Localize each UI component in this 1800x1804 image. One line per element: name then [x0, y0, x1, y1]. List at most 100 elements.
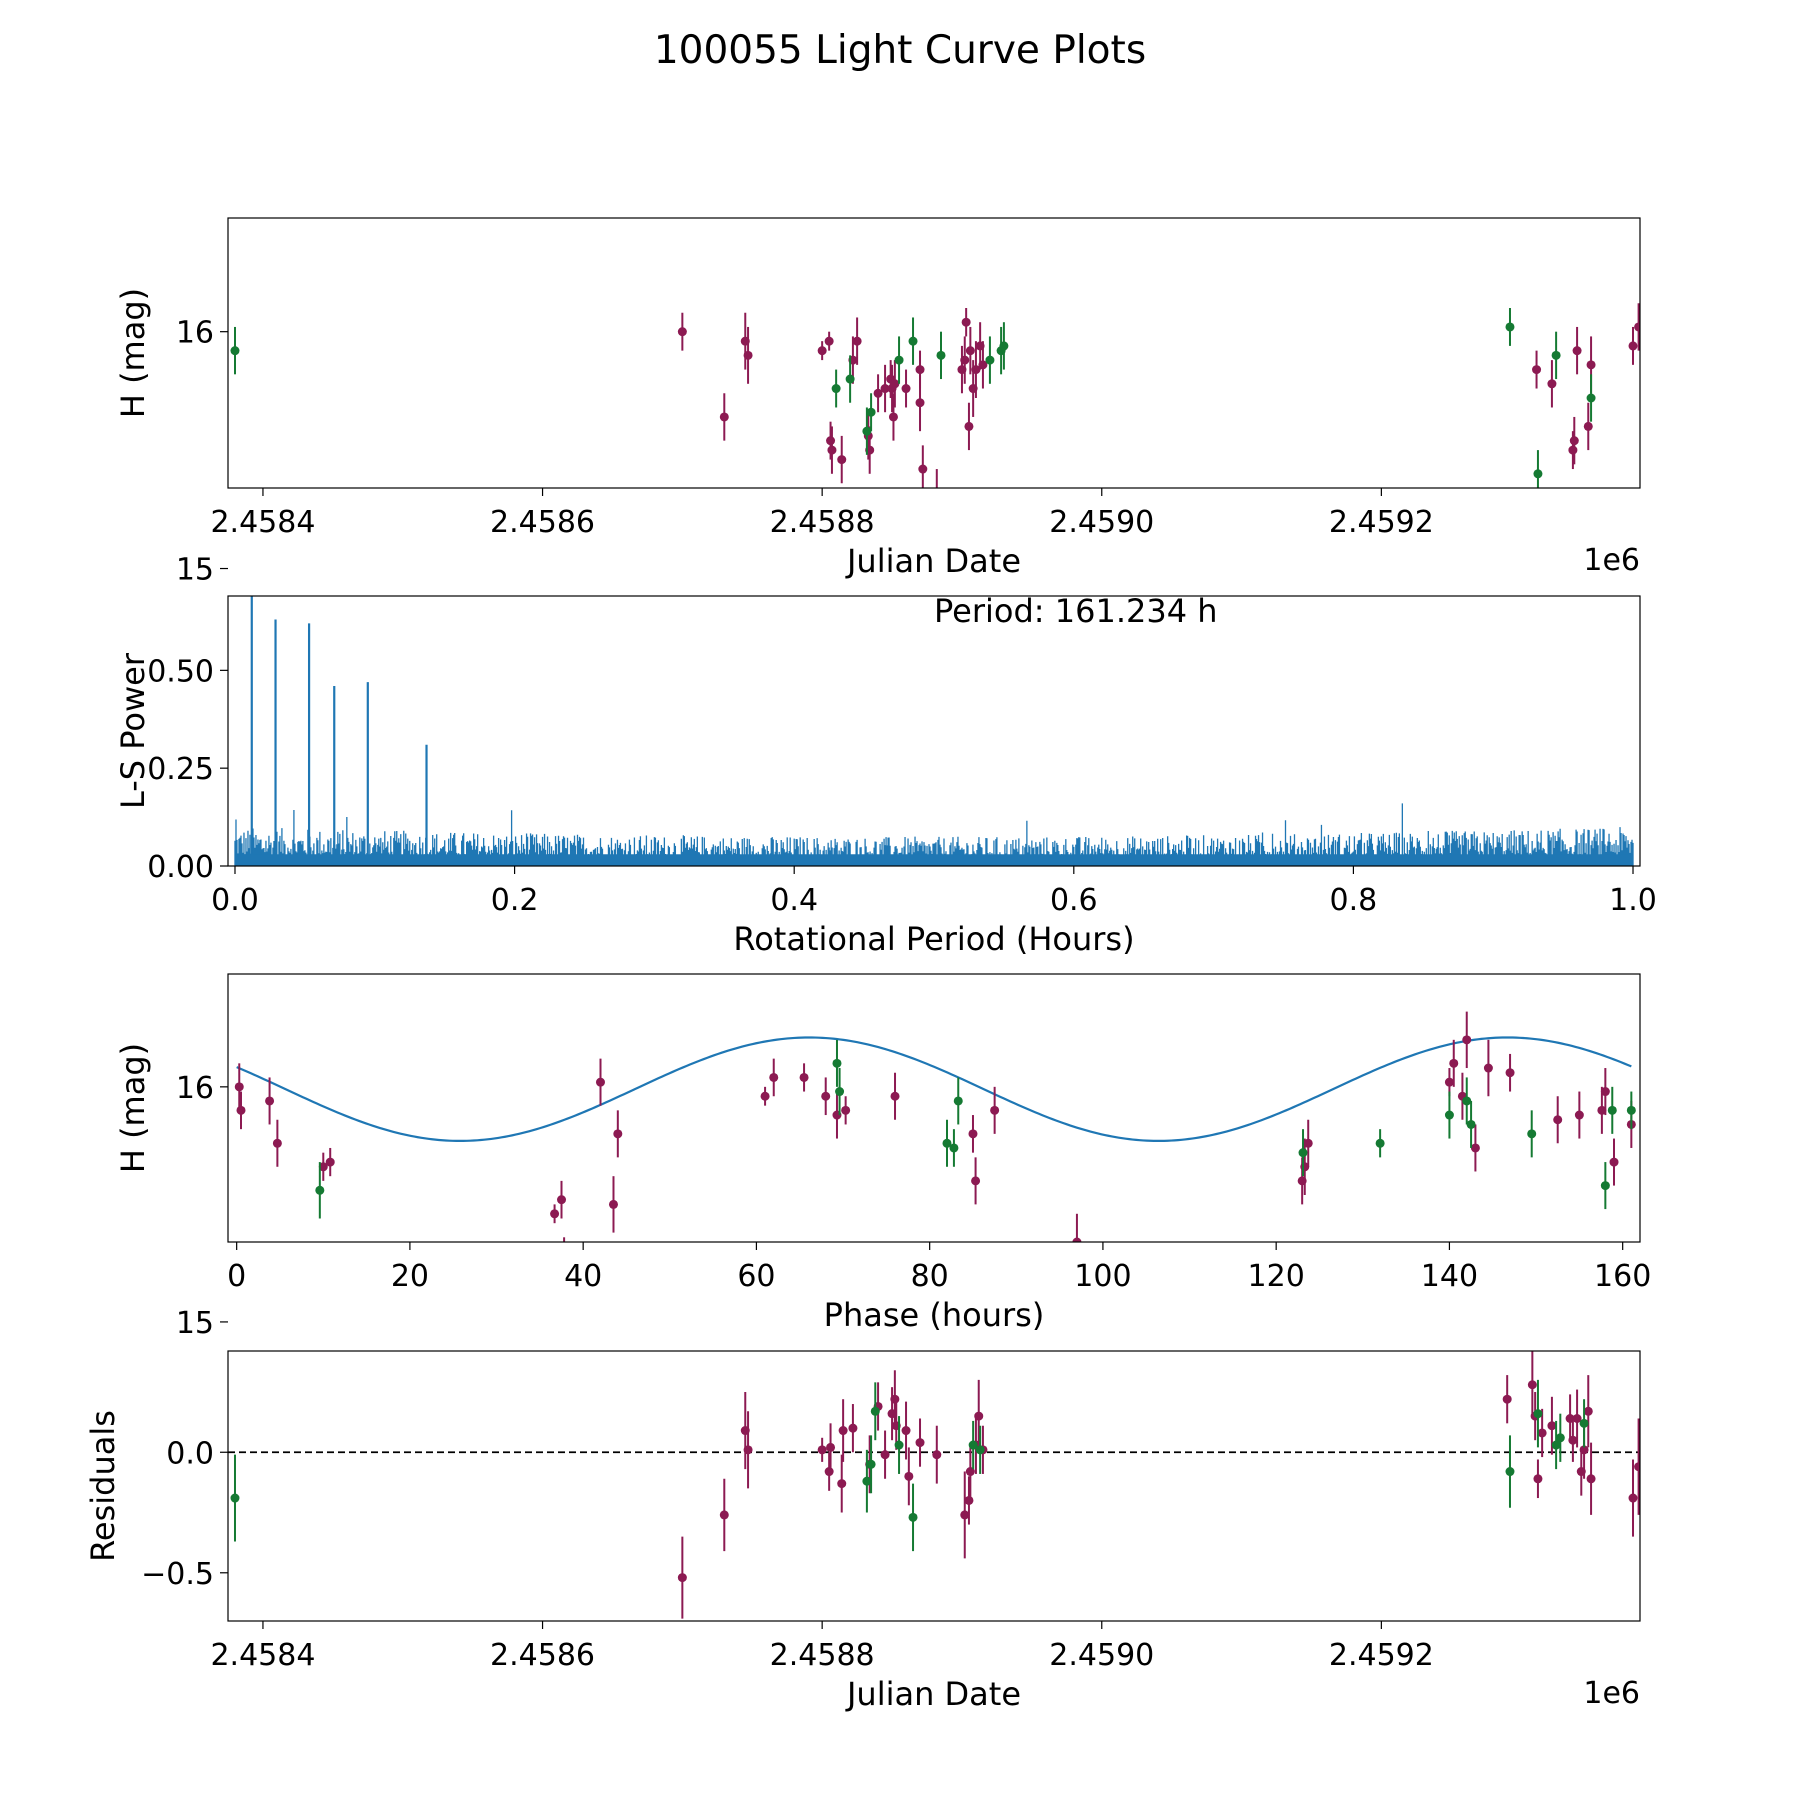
chart1-data-point [965, 346, 975, 356]
chart3-data-point [942, 1138, 952, 1148]
chart4-data-point [1628, 1493, 1638, 1503]
chart3-data-point [1444, 1077, 1454, 1087]
chart1-data-point [915, 398, 925, 408]
chart1-data-point [1586, 360, 1596, 370]
chart3-data-point [1527, 1129, 1537, 1139]
chart3-data-point [1597, 1105, 1607, 1115]
chart1-offset-text: 1e6 [1583, 543, 1640, 578]
chart4-data-point [1533, 1409, 1543, 1419]
chart3-data-point [1626, 1105, 1636, 1115]
chart1-x-tick-label: 2.4586 [490, 505, 595, 540]
chart2-x-axis-label: Rotational Period (Hours) [733, 920, 1134, 958]
chart3-y-tick-label: 15 [176, 1306, 214, 1341]
chart3-x-tick-label: 20 [391, 1259, 429, 1294]
chart3-x-tick-label: 100 [1074, 1259, 1131, 1294]
chart4-data-point [1533, 1474, 1543, 1484]
chart4-data-point [1568, 1435, 1578, 1445]
chart4-data-point [1555, 1433, 1565, 1443]
chart4-data-point [965, 1467, 975, 1477]
chart2-y-tick-label: 0.00 [147, 850, 214, 885]
chart4-data-point [1586, 1474, 1596, 1484]
chart4-x-tick-label: 2.4592 [1329, 1638, 1434, 1673]
chart4-data-point [1527, 1380, 1537, 1390]
chart3-data-point [1462, 1035, 1472, 1045]
chart1-data-point [817, 346, 827, 356]
chart3-x-tick-label: 80 [911, 1259, 949, 1294]
chart2-x-tick-label: 0.8 [1330, 883, 1378, 918]
chart4-data-point [1572, 1414, 1582, 1423]
chart4-data-point [901, 1426, 911, 1436]
chart2-period-annotation: Period: 161.234 h [934, 592, 1218, 630]
chart3-data-point [234, 1082, 244, 1092]
chart4-offset-text: 1e6 [1583, 1676, 1640, 1711]
chart4-data-point [817, 1445, 827, 1455]
chart4-y-tick-label: −0.5 [141, 1557, 214, 1592]
chart3-data-point [835, 1087, 845, 1097]
chart3-data-point [832, 1058, 842, 1068]
chart4-data-point [915, 1438, 925, 1448]
chart3-series-magenta [234, 1011, 1636, 1303]
chart4-data-point [870, 1406, 880, 1416]
chart1-data-point [837, 455, 847, 465]
chart3-data-point [1444, 1110, 1454, 1120]
chart1-x-tick-label: 2.4590 [1049, 505, 1154, 540]
chart3-data-point [1298, 1148, 1308, 1158]
chart4-data-point [1634, 1462, 1640, 1472]
chart1-data-point [852, 336, 862, 346]
chart3-data-point [1185, 1294, 1194, 1303]
chart1-data-point [936, 350, 946, 360]
chart3-data-point [821, 1091, 831, 1101]
chart1-x-tick-label: 2.4584 [210, 505, 315, 540]
chart1-data-point [1551, 350, 1561, 360]
chart3-data-point [1470, 1143, 1480, 1153]
chart2-x-tick-label: 0.6 [1050, 883, 1098, 918]
chart1-data-point [873, 388, 883, 398]
chart1-data-point [915, 365, 925, 375]
chart1-data-point [918, 464, 928, 474]
chart1-data-point [862, 426, 872, 436]
chart3-data-point [272, 1138, 282, 1148]
chart1-frame [227, 217, 1641, 489]
chart3-data-point [1449, 1058, 1459, 1068]
chart1-data-point [1569, 436, 1579, 446]
chart4-data-point [230, 1493, 240, 1503]
chart4-data-point [968, 1440, 978, 1450]
chart1-data-point [908, 336, 918, 346]
chart3-data-point [1483, 1063, 1493, 1073]
chart1-data-point [1531, 531, 1540, 540]
chart3-data-point [557, 1195, 567, 1205]
chart1-data-point [960, 355, 970, 365]
chart1-data-point [826, 436, 836, 446]
chart3-data-point [799, 1072, 809, 1082]
chart4-data-point [837, 1479, 847, 1489]
chart3-data-point [1505, 1068, 1515, 1078]
chart4-data-point [974, 1411, 984, 1421]
chart4-data-point [1583, 1406, 1593, 1416]
chart3-data-point [760, 1091, 770, 1101]
chart2-frame [227, 595, 1641, 867]
chart2-x-tick-label: 0.4 [770, 883, 818, 918]
chart4-data-point [848, 1423, 858, 1433]
chart1-data-point [719, 412, 729, 422]
chart4-data-point [1579, 1445, 1589, 1455]
chart1-data-point [1505, 322, 1515, 332]
chart1-data-point [964, 421, 974, 431]
chart1-data-point [677, 327, 687, 337]
chart1-data-point [890, 379, 900, 389]
chart3-data-point [265, 1096, 275, 1106]
chart3-data-point [1375, 1138, 1385, 1148]
chart4-data-point [826, 1442, 836, 1452]
chart2-x-tick-label: 0.2 [491, 883, 539, 918]
chart4-data-point [975, 1445, 985, 1455]
chart1-data-point [827, 445, 837, 455]
chart1-data-point [932, 488, 941, 497]
chart1-data-point [1608, 526, 1617, 535]
chart1-data-point [1566, 559, 1575, 568]
chart3-frame [227, 973, 1641, 1243]
chart3-x-tick-label: 140 [1421, 1259, 1478, 1294]
chart4-x-tick-label: 2.4590 [1049, 1638, 1154, 1673]
chart3-y-tick-label: 16 [176, 1071, 214, 1106]
chart1-series-magenta [677, 303, 1640, 568]
chart1-data-point [985, 355, 995, 365]
chart1-data-point [1532, 365, 1542, 375]
